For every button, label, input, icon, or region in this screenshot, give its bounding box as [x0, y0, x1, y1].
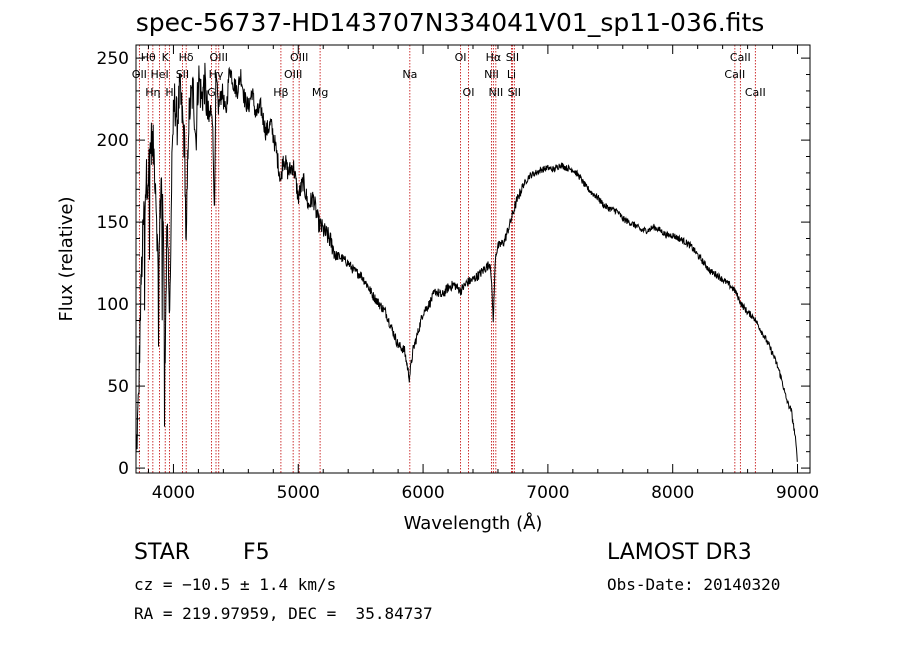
line-label: OIII: [284, 68, 302, 81]
line-label: SII: [506, 51, 519, 64]
line-label: SII: [176, 68, 189, 81]
plot-frame: [135, 44, 811, 474]
y-tick-label: 250: [97, 49, 129, 69]
x-tick-label: 4000: [152, 483, 195, 503]
y-tick-label: 150: [97, 213, 129, 233]
axis-ticks: 4000 5000 6000 7000 8000 9000 0 50 100 150 200 250: [97, 45, 819, 503]
line-label: CaII: [730, 51, 751, 64]
y-axis-label: Flux (relative): [56, 196, 77, 321]
line-label: Li: [507, 68, 516, 81]
line-label: HeI: [150, 68, 168, 81]
x-tick-label: 8000: [651, 483, 694, 503]
x-tick-label: 7000: [526, 483, 569, 503]
x-tick-label: 9000: [776, 483, 819, 503]
line-label: H: [165, 86, 173, 99]
emission-line-markers: [138, 45, 756, 473]
y-tick-label: 50: [107, 377, 129, 397]
emission-line-labels: OIIHθHηHeIKHSIIHδGHγOIIIHβOIIIOIIIMgNaOI…: [132, 51, 766, 99]
line-label: OI: [455, 51, 467, 64]
object-class: STAR: [134, 540, 191, 565]
line-label: NII: [488, 86, 503, 99]
obs-date: Obs-Date: 20140320: [607, 575, 781, 594]
line-label: K: [162, 51, 170, 64]
line-label: NII: [484, 68, 499, 81]
object-subclass: F5: [243, 540, 270, 565]
line-label: OIII: [210, 51, 228, 64]
y-tick-label: 0: [118, 459, 129, 479]
line-label: G: [207, 86, 216, 99]
spectrum-line: [135, 62, 798, 462]
line-label: Hβ: [273, 86, 288, 99]
chart-title: spec-56737-HD143707N334041V01_sp11-036.f…: [135, 8, 765, 37]
x-tick-label: 6000: [401, 483, 444, 503]
line-label: Mg: [312, 86, 328, 99]
line-label: Hθ: [141, 51, 156, 64]
coordinates: RA = 219.97959, DEC = 35.84737: [134, 604, 433, 623]
line-label: CaII: [745, 86, 766, 99]
line-label: SII: [508, 86, 521, 99]
x-axis-label: Wavelength (Å): [404, 512, 543, 534]
line-label: OIII: [290, 51, 308, 64]
survey-name: LAMOST DR3: [607, 540, 752, 565]
y-tick-label: 100: [97, 295, 129, 315]
line-label: OI: [463, 86, 475, 99]
line-label: CaII: [724, 68, 745, 81]
redshift-info: cz = −10.5 ± 1.4 km/s: [134, 575, 337, 594]
y-tick-label: 200: [97, 131, 129, 151]
x-tick-label: 5000: [277, 483, 320, 503]
line-label: Hδ: [179, 51, 194, 64]
line-label: Na: [402, 68, 417, 81]
line-label: Hη: [145, 86, 160, 99]
line-label: Hα: [486, 51, 502, 64]
